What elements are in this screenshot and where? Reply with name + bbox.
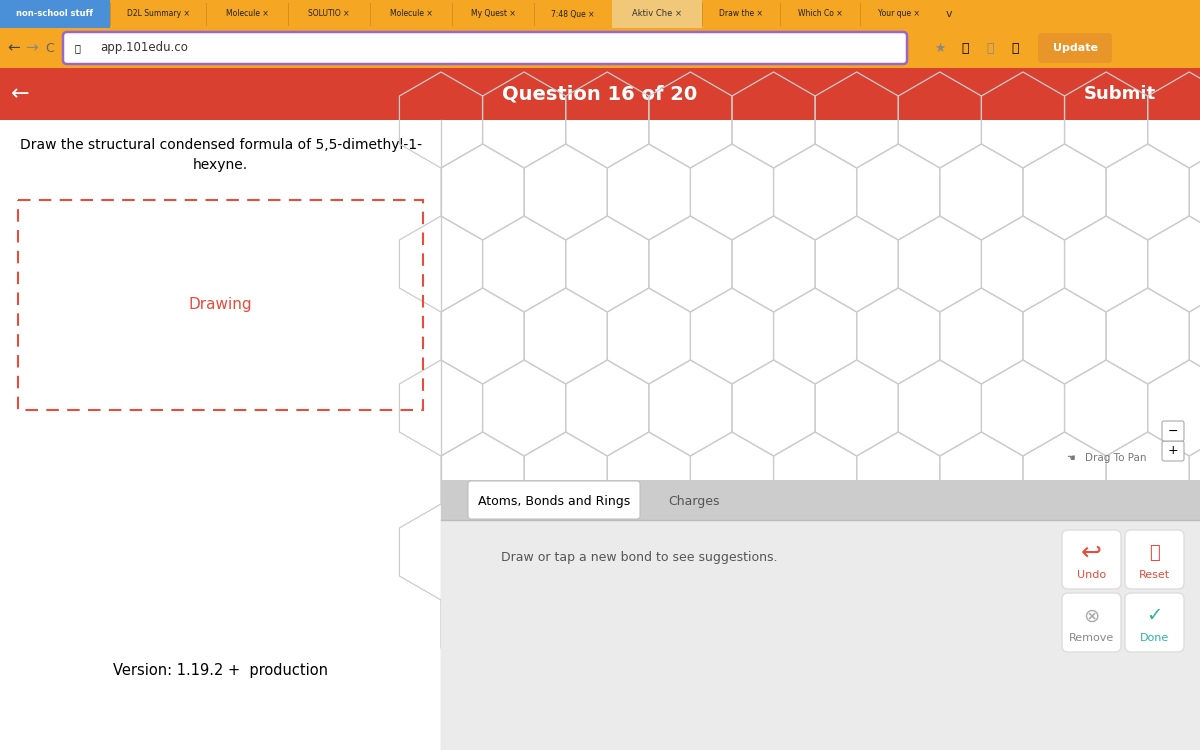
Text: Draw or tap a new bond to see suggestions.: Draw or tap a new bond to see suggestion… — [502, 551, 778, 565]
FancyBboxPatch shape — [1126, 530, 1184, 589]
Text: Molecule ×: Molecule × — [390, 10, 432, 19]
Text: 🗑: 🗑 — [1150, 544, 1160, 562]
Text: ✓: ✓ — [1146, 607, 1163, 625]
Text: Reset: Reset — [1139, 570, 1170, 580]
Bar — [860, 0, 938, 28]
Bar — [0, 0, 110, 28]
Text: Submit: Submit — [1084, 85, 1156, 103]
Text: v: v — [946, 9, 953, 19]
Bar — [534, 0, 612, 28]
Text: ↩: ↩ — [1081, 541, 1102, 565]
FancyBboxPatch shape — [468, 481, 640, 519]
Text: C: C — [46, 41, 54, 55]
Text: Atoms, Bonds and Rings: Atoms, Bonds and Rings — [478, 494, 630, 508]
Text: Remove: Remove — [1069, 633, 1114, 643]
Bar — [0, 0, 1200, 28]
Text: 🔒: 🔒 — [74, 43, 80, 53]
FancyBboxPatch shape — [1062, 530, 1121, 589]
Text: Update: Update — [1052, 43, 1098, 53]
Bar — [288, 0, 370, 28]
Bar — [18, 200, 424, 410]
Bar — [0, 68, 1200, 120]
Text: →: → — [25, 40, 38, 56]
Text: Charges: Charges — [668, 494, 720, 508]
FancyBboxPatch shape — [1062, 593, 1121, 652]
Text: SOLUTIO ×: SOLUTIO × — [308, 10, 349, 19]
Bar — [0, 120, 442, 750]
Text: Your que ×: Your que × — [878, 10, 920, 19]
Text: hexyne.: hexyne. — [193, 158, 248, 172]
Bar — [110, 0, 206, 28]
Text: Drawing: Drawing — [188, 298, 252, 313]
Text: 👤: 👤 — [1012, 41, 1019, 55]
Text: non-school stuff: non-school stuff — [17, 10, 94, 19]
FancyBboxPatch shape — [1162, 441, 1184, 461]
Text: ★: ★ — [935, 41, 946, 55]
Bar — [442, 480, 1200, 520]
Bar — [702, 0, 780, 28]
Text: ⊗: ⊗ — [1084, 607, 1099, 625]
Text: Molecule ×: Molecule × — [226, 10, 269, 19]
FancyBboxPatch shape — [1162, 421, 1184, 441]
Text: −: − — [1168, 424, 1178, 437]
Text: Aktiv Che ×: Aktiv Che × — [632, 10, 682, 19]
Bar — [780, 0, 860, 28]
Bar — [206, 0, 288, 28]
Bar — [0, 28, 1200, 68]
Text: +: + — [1168, 445, 1178, 458]
Text: D2L Summary ×: D2L Summary × — [126, 10, 190, 19]
FancyBboxPatch shape — [1126, 593, 1184, 652]
Bar — [442, 120, 1200, 480]
FancyBboxPatch shape — [64, 32, 907, 64]
Text: Done: Done — [1140, 633, 1169, 643]
FancyBboxPatch shape — [1038, 33, 1112, 63]
Text: Draw the ×: Draw the × — [719, 10, 763, 19]
Text: Question 16 of 20: Question 16 of 20 — [503, 85, 697, 104]
Text: ☚: ☚ — [1067, 453, 1075, 463]
Bar — [612, 0, 702, 28]
Text: ⧉: ⧉ — [986, 41, 994, 55]
Text: Version: 1.19.2 +  production: Version: 1.19.2 + production — [113, 662, 328, 677]
Text: 7:48 Que ×: 7:48 Que × — [551, 10, 595, 19]
Bar — [18, 200, 424, 410]
Bar — [442, 520, 1200, 750]
Bar — [452, 0, 534, 28]
Text: Undo: Undo — [1076, 570, 1106, 580]
Text: My Quest ×: My Quest × — [470, 10, 515, 19]
Text: app.101edu.co: app.101edu.co — [100, 41, 188, 55]
Text: Draw the structural condensed formula of 5,5-dimethyl-1-: Draw the structural condensed formula of… — [19, 138, 421, 152]
Text: Drag To Pan: Drag To Pan — [1085, 453, 1146, 463]
Text: ←: ← — [7, 40, 20, 56]
Text: Which Co ×: Which Co × — [798, 10, 842, 19]
Text: 🧩: 🧩 — [961, 41, 968, 55]
Text: ←: ← — [11, 84, 29, 104]
Bar — [370, 0, 452, 28]
